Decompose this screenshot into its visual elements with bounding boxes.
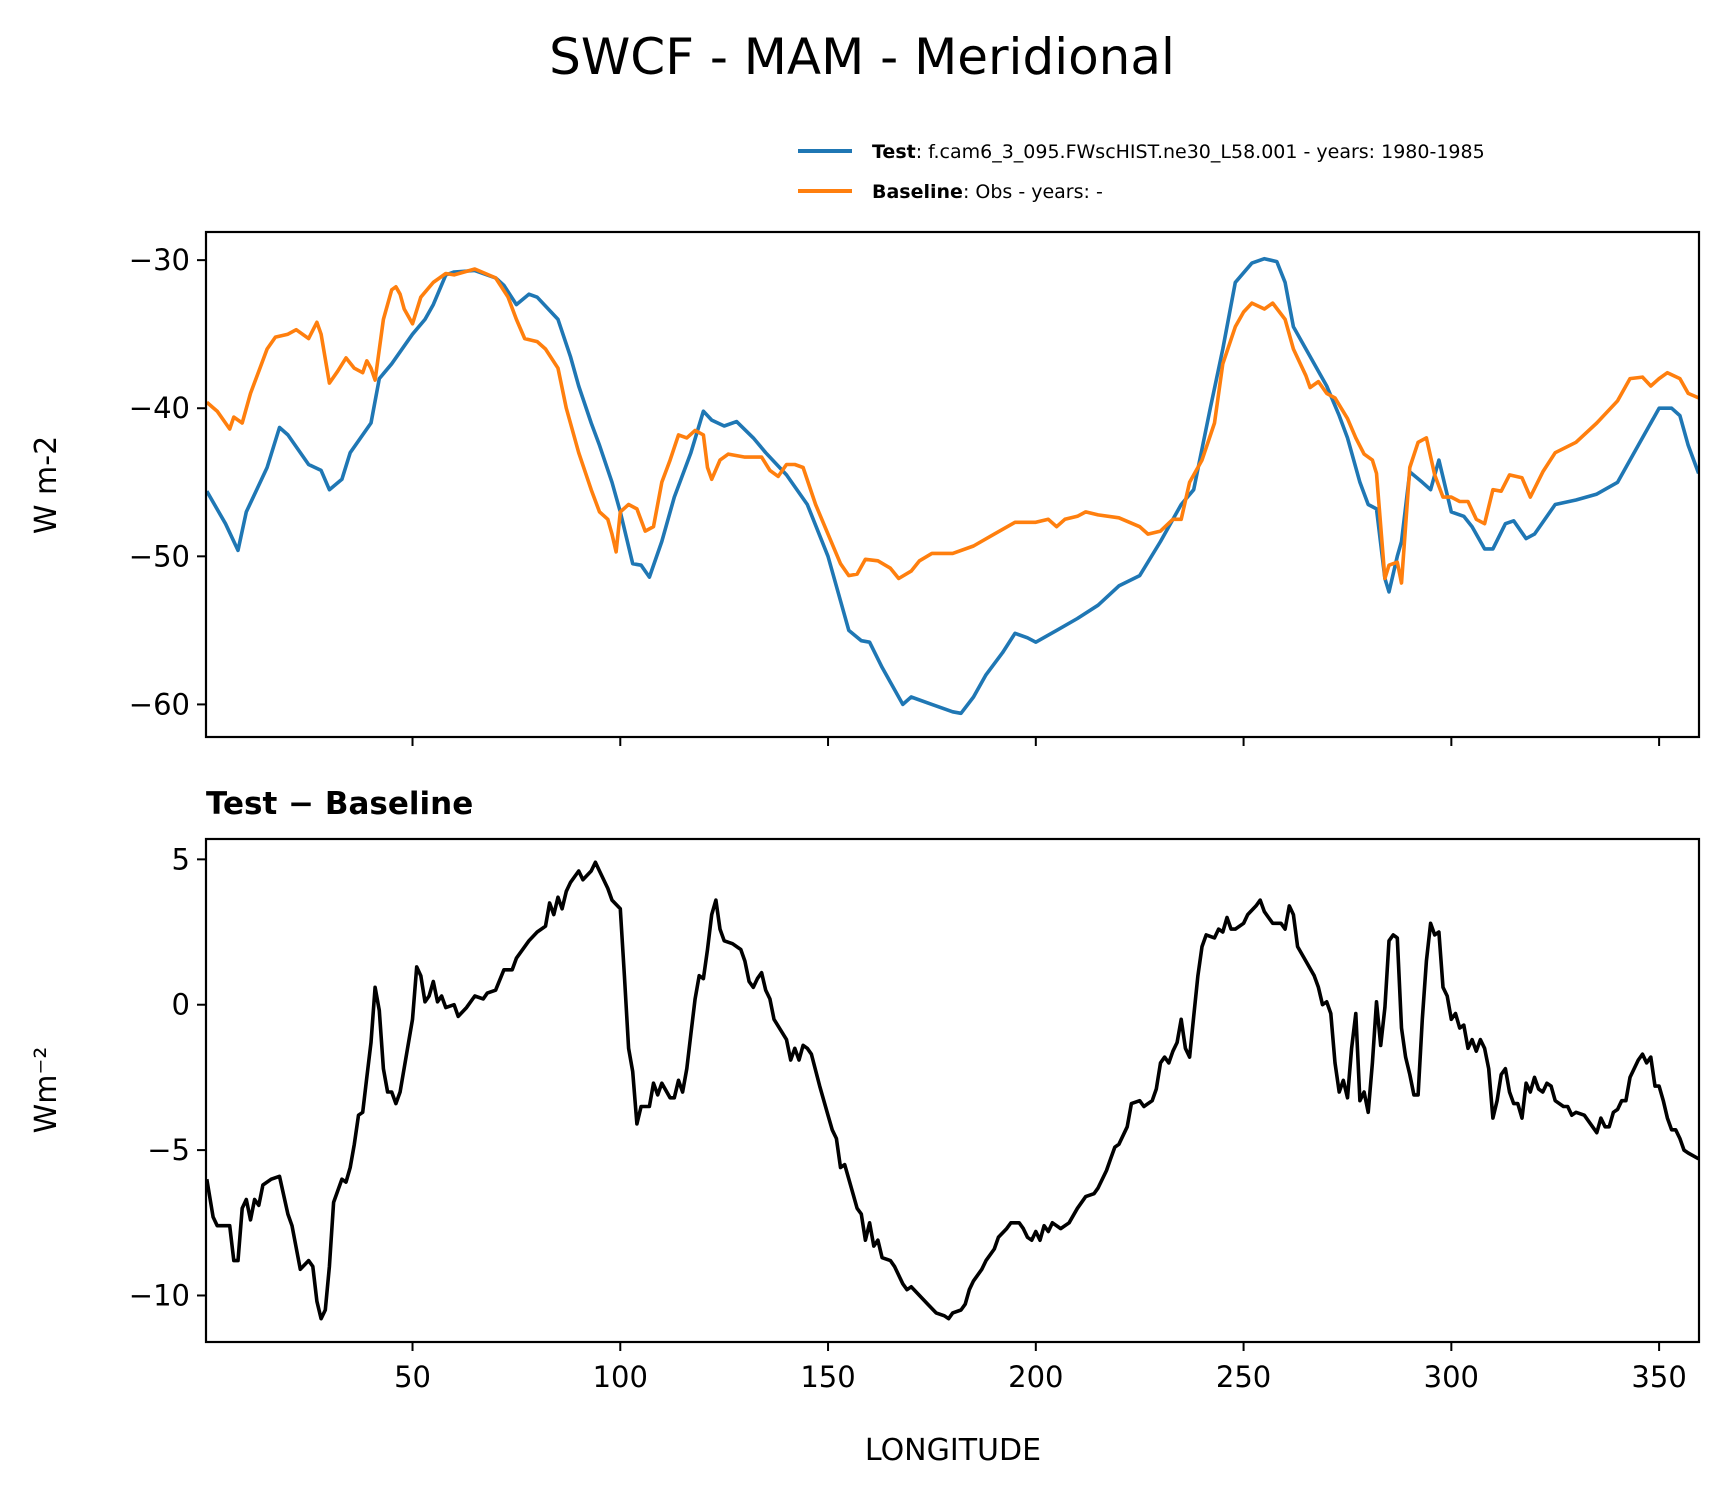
top-ylabel: W m-2	[29, 436, 64, 534]
top-panel: −30 −40 −50 −60	[129, 230, 1701, 746]
y-tick-label: −60	[129, 687, 190, 721]
x-tick-label: 150	[800, 1360, 855, 1394]
legend-label-baseline: Baseline: Obs - years: -	[872, 181, 1103, 203]
axes-frame	[204, 837, 1701, 1344]
y-tick-label: 0	[172, 988, 190, 1022]
y-tick-label: −30	[129, 243, 190, 277]
x-tick-label: 100	[593, 1360, 648, 1394]
legend-label-test: Test: f.cam6_3_095.FWscHIST.ne30_L58.001…	[872, 141, 1485, 163]
series-line-test	[206, 256, 1699, 716]
series-line-difference	[206, 860, 1699, 1321]
y-tick-label: −50	[129, 539, 190, 573]
axes-frame	[204, 230, 1701, 739]
y-tick-label: −10	[129, 1278, 190, 1312]
diff-panel-title: Test − Baseline	[206, 786, 473, 822]
x-tick-label: 50	[394, 1360, 431, 1394]
y-tick-label: −40	[129, 391, 190, 425]
diff-ylabel: Wm⁻²	[29, 1047, 64, 1134]
y-tick-label: −5	[147, 1133, 190, 1167]
x-axis-label: LONGITUDE	[865, 1433, 1041, 1468]
series-line-baseline	[206, 267, 1699, 585]
y-tick-label: 5	[172, 842, 190, 876]
legend: Test: f.cam6_3_095.FWscHIST.ne30_L58.001…	[798, 141, 1485, 203]
x-tick-label: 350	[1631, 1360, 1686, 1394]
x-tick-label: 200	[1008, 1360, 1063, 1394]
figure-title: SWCF - MAM - Meridional	[549, 28, 1175, 86]
x-tick-label: 250	[1216, 1360, 1271, 1394]
x-tick-label: 300	[1424, 1360, 1479, 1394]
